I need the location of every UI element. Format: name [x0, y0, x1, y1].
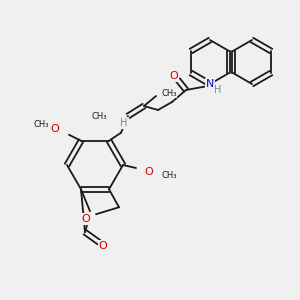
- Text: O: O: [169, 71, 178, 81]
- Text: CH₃: CH₃: [33, 120, 49, 129]
- Text: N: N: [206, 79, 214, 89]
- Text: O: O: [51, 124, 59, 134]
- Text: CH₃: CH₃: [91, 112, 107, 121]
- Text: O: O: [145, 167, 153, 177]
- Text: CH₃: CH₃: [161, 172, 176, 181]
- Text: O: O: [82, 214, 90, 224]
- Text: CH₃: CH₃: [161, 88, 176, 98]
- Text: H: H: [120, 118, 128, 128]
- Text: H: H: [214, 85, 222, 95]
- Text: O: O: [99, 241, 107, 251]
